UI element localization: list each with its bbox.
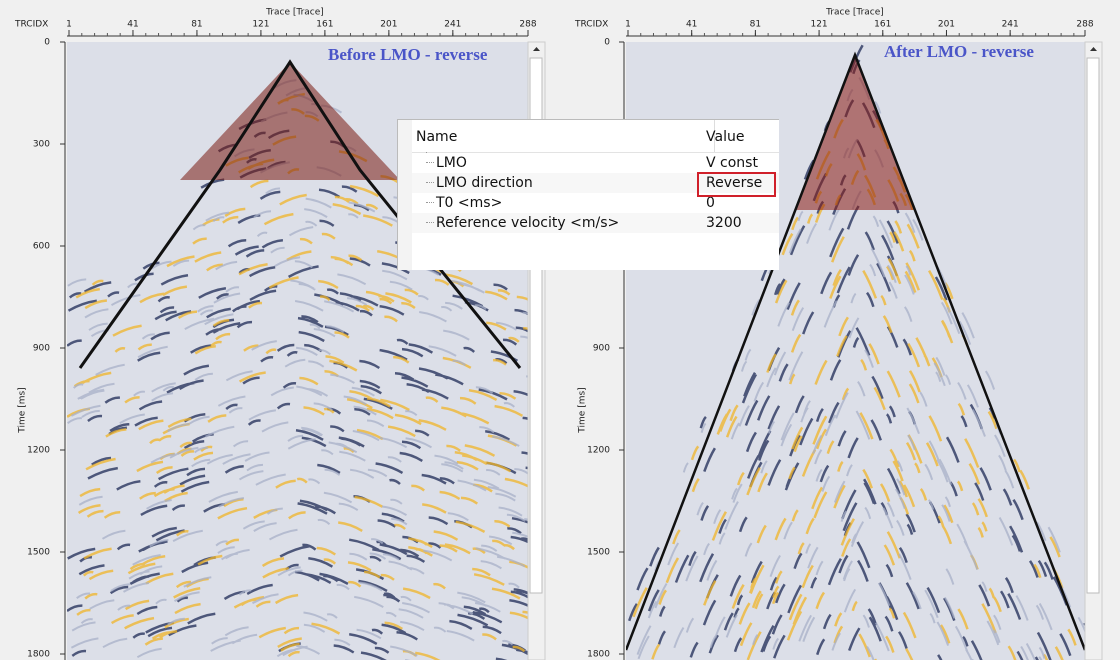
tree-branch (426, 162, 434, 163)
x-tick-label: 41 (127, 20, 138, 30)
property-value: V const (706, 155, 758, 171)
y-tick-label: 900 (593, 344, 610, 354)
tree-branch (426, 202, 434, 203)
scroll-up (533, 47, 540, 51)
header-value: Value (706, 129, 745, 145)
property-name: LMO (436, 155, 467, 171)
panel-title: After LMO - reverse (884, 42, 1034, 61)
header-row: Name Value (412, 120, 779, 153)
property-value: 0 (706, 195, 715, 211)
x-tick-label: 201 (380, 20, 397, 30)
property-value: 3200 (706, 215, 742, 231)
y-tick-label: 600 (33, 242, 50, 252)
y-tick-label: 300 (33, 140, 50, 150)
column-divider (714, 120, 715, 152)
y-tick-label: 1500 (27, 548, 50, 558)
property-value: Reverse (706, 175, 763, 191)
x-tick-label: 121 (252, 20, 269, 30)
y-tick-label: 0 (604, 38, 610, 48)
y-axis-label: Time [ms] (578, 387, 588, 433)
scroll-up (1090, 47, 1097, 51)
header-name: Name (416, 129, 458, 145)
cone (180, 62, 400, 180)
x-tick-label: 121 (810, 20, 827, 30)
texture (636, 76, 1085, 660)
y-tick-label: 1500 (587, 548, 610, 558)
y-tick-label: 1800 (27, 650, 50, 660)
x-tick-label: 81 (191, 20, 202, 30)
y-tick-label: 1200 (27, 446, 50, 456)
x-tick-label: 201 (938, 20, 955, 30)
property-row[interactable]: LMO V const (412, 153, 779, 173)
y-tick-label: 1200 (587, 446, 610, 456)
property-name: T0 <ms> (436, 195, 503, 211)
y-tick-label: 1800 (587, 650, 610, 660)
x-tick-label: 1 (625, 20, 631, 30)
x-tick-label: 161 (874, 20, 891, 30)
property-row[interactable]: T0 <ms> 0 (412, 193, 779, 213)
cone (795, 55, 915, 210)
property-name: LMO direction (436, 175, 533, 191)
x-axis-label: Trace [Trace] (265, 8, 324, 18)
x-tick-label: 81 (750, 20, 761, 30)
property-name: Reference velocity <m/s> (436, 215, 620, 231)
y-tick-label: 900 (33, 344, 50, 354)
x-tick-label: 288 (519, 20, 536, 30)
x-tick-label: 241 (1002, 20, 1019, 30)
x-tick-label: 288 (1076, 20, 1093, 30)
x-axis-label: Trace [Trace] (825, 8, 884, 18)
seismic-image (626, 44, 1085, 660)
x-tick-label: 41 (686, 20, 697, 30)
property-row[interactable]: LMO direction Reverse (412, 173, 779, 193)
y-tick-label: 0 (44, 38, 50, 48)
property-row[interactable]: Reference velocity <m/s> 3200 (412, 213, 779, 233)
y-axis-label: Time [ms] (18, 387, 28, 433)
gutter (398, 120, 412, 270)
x-tick-label: 161 (316, 20, 333, 30)
highlight-box (697, 172, 776, 197)
property-panel: Name Value LMO V const LMO direction Revers… (397, 119, 779, 270)
corner-label: TRCIDX (574, 20, 608, 30)
tree-branch (426, 222, 434, 223)
corner-label: TRCIDX (14, 20, 48, 30)
panel-title: Before LMO - reverse (328, 45, 488, 64)
scroll-thumb (1086, 57, 1100, 594)
x-tick-label: 241 (444, 20, 461, 30)
x-tick-label: 1 (66, 20, 72, 30)
first-break (626, 51, 1085, 651)
tree-branch (426, 182, 434, 183)
